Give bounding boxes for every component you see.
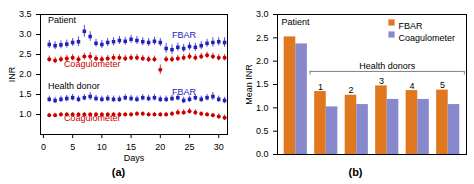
svg-text:5: 5 (440, 80, 445, 90)
svg-text:Health donors: Health donors (359, 61, 416, 71)
svg-text:Coagulometer: Coagulometer (64, 59, 121, 69)
svg-text:FBAR: FBAR (172, 30, 197, 40)
svg-text:2.5: 2.5 (19, 49, 32, 59)
svg-text:Patient: Patient (282, 17, 311, 27)
svg-text:20: 20 (155, 142, 165, 152)
svg-text:1: 1 (318, 82, 323, 92)
svg-text:0.5: 0.5 (256, 126, 269, 136)
svg-text:2.0: 2.0 (256, 56, 269, 66)
svg-text:1.5: 1.5 (19, 89, 32, 99)
html-text:(b): (b) (348, 166, 363, 178)
svg-text:Days: Days (124, 153, 145, 163)
svg-text:1.0: 1.0 (19, 109, 32, 119)
html-text:(a): (a) (111, 166, 126, 178)
svg-text:2.5: 2.5 (256, 33, 269, 43)
svg-text:4: 4 (409, 81, 414, 91)
svg-text:FBAR: FBAR (172, 87, 197, 97)
svg-text:2.0: 2.0 (19, 69, 32, 79)
svg-text:INR: INR (7, 66, 17, 82)
svg-text:FBAR: FBAR (399, 21, 424, 31)
svg-text:0.0: 0.0 (256, 149, 269, 159)
svg-text:0: 0 (41, 142, 46, 152)
svg-text:1.0: 1.0 (256, 103, 269, 113)
svg-text:10: 10 (97, 142, 107, 152)
svg-text:25: 25 (185, 142, 195, 152)
svg-text:3.0: 3.0 (19, 29, 32, 39)
svg-text:3: 3 (379, 76, 384, 86)
svg-text:Patient: Patient (48, 15, 77, 25)
svg-text:Health donor: Health donor (48, 81, 100, 91)
svg-text:Coagulometer: Coagulometer (399, 33, 456, 43)
svg-text:15: 15 (126, 142, 136, 152)
svg-text:30: 30 (214, 142, 224, 152)
svg-text:1.5: 1.5 (256, 79, 269, 89)
svg-text:5: 5 (70, 142, 75, 152)
svg-text:2: 2 (348, 85, 353, 95)
svg-text:Mean INR: Mean INR (244, 64, 254, 105)
svg-text:3.0: 3.0 (256, 9, 269, 19)
svg-text:Coagulometer: Coagulometer (64, 113, 121, 123)
svg-text:3.5: 3.5 (19, 9, 32, 19)
